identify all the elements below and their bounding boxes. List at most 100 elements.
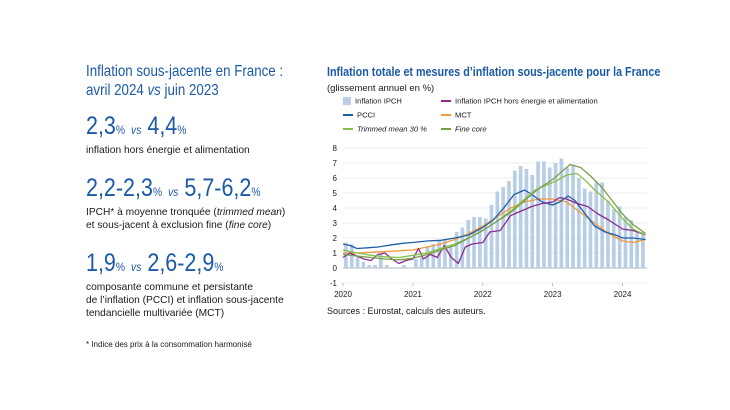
x-tick-label: 2023 <box>544 290 562 299</box>
heading-part-b: juin 2023 <box>160 82 219 99</box>
legend-item-fine-core: Fine core <box>441 124 487 134</box>
bar-ipch <box>582 188 587 268</box>
left-heading-line1: Inflation sous-jacente en France : <box>86 63 284 80</box>
kpi-2-l1em: trimmed mean <box>216 207 282 218</box>
line-trimmed-mean-30 <box>342 172 646 259</box>
line-series <box>342 163 646 265</box>
legend-swatch-trimmed <box>343 128 353 130</box>
y-tick-label: 0 <box>333 264 338 273</box>
kpi-1-pct2: % <box>177 123 187 137</box>
bar-ipch <box>396 268 401 269</box>
bar-ipch <box>518 166 523 268</box>
chart-plot: -1 0 1 2 3 4 5 6 7 8 2020 2021 2022 2023 2024 <box>330 144 647 299</box>
bar-ipch <box>565 167 570 268</box>
legend-label-trimmed: Trimmed mean 30 % <box>357 124 427 134</box>
kpi-1-v2: 4,4 <box>147 112 178 140</box>
kpi-3-text-line2: de l’inflation (PCCI) et inflation sous-… <box>86 295 284 306</box>
kpi-2-pct1: % <box>152 185 163 199</box>
kpi-3-v2: 2,6-2,9 <box>147 249 215 277</box>
legend-item-pcci: PCCI <box>343 110 375 120</box>
y-tick-label: 5 <box>333 189 338 198</box>
kpi-2-v1: 2,2-2,3 <box>86 174 153 202</box>
kpi-2-l1b: ) <box>281 207 286 218</box>
bar-ipch <box>413 259 418 268</box>
kpi-2-l2em: fine core <box>228 220 268 231</box>
chart-title: Inflation totale et mesures d’inflation … <box>327 65 661 79</box>
bar-ipch <box>547 167 552 268</box>
left-heading-line2: avril 2024 vs juin 2023 <box>86 81 282 100</box>
kpi-3-pct1: % <box>115 260 126 274</box>
legend-swatch-ipch <box>343 97 351 105</box>
legend-label-fine-core: Fine core <box>455 124 487 134</box>
bar-ipch <box>507 181 511 268</box>
bar-ipch <box>635 232 639 268</box>
bar-ipch <box>501 187 505 268</box>
heading-vs: vs <box>147 82 161 99</box>
legend-item-hors-energie: Inflation IPCH hors énergie et alimentat… <box>441 96 598 106</box>
kpi-1-values: 2,3% vs 4,4% <box>86 113 282 144</box>
line-pcci <box>342 189 646 250</box>
bar-ipch <box>600 182 604 268</box>
bar-ipch <box>530 175 535 268</box>
bar-ipch <box>419 256 424 268</box>
line-inflation-ipch-hors-nergie-et-alimentation <box>342 196 646 265</box>
bar-ipch <box>641 232 645 268</box>
legend-label-hors-energie: Inflation IPCH hors énergie et alimentat… <box>455 96 598 106</box>
legend-label-mct: MCT <box>455 110 472 120</box>
kpi-2-values: 2,2-2,3% vs 5,7-6,2% <box>86 175 282 206</box>
bar-ipch <box>443 239 447 268</box>
legend-swatch-fine-core <box>441 128 451 130</box>
bar-ipch <box>542 161 546 268</box>
kpi-2-text-line2: et sous-jacent à exclusion fine (fine co… <box>86 219 314 232</box>
kpi-2-vs: vs <box>168 185 179 199</box>
kpi-3-vs: vs <box>131 260 142 274</box>
kpi-2-l2b: ) <box>267 220 272 231</box>
bar-ipch <box>489 205 494 268</box>
y-tick-label: 6 <box>333 174 338 183</box>
kpi-3-text-line1: composante commune et persistante <box>86 282 254 293</box>
bar-ipch <box>629 220 634 268</box>
x-tick-label: 2022 <box>474 290 492 299</box>
bar-ipch <box>402 265 406 268</box>
kpi-2-pct2: % <box>251 185 261 199</box>
chart-source: Sources : Eurostat, calculs des auteurs. <box>327 306 486 316</box>
bar-ipch <box>524 169 529 268</box>
bar-ipch <box>454 232 459 268</box>
bar-ipch <box>355 256 360 268</box>
bar-ipch <box>408 268 412 269</box>
legend-swatch-hors-energie <box>441 100 451 102</box>
bar-ipch <box>571 164 575 268</box>
bar-ipch <box>390 268 395 269</box>
bar-ipch <box>623 217 628 268</box>
y-tick-label: 4 <box>333 204 338 213</box>
bar-ipch <box>611 209 616 268</box>
bar-ipch <box>373 265 377 268</box>
kpi-2-l1a: IPCH* à moyenne tronquée ( <box>86 207 217 218</box>
bar-ipch <box>512 170 517 268</box>
kpi-2-text-line1: IPCH* à moyenne tronquée (trimmed mean) <box>86 206 314 219</box>
kpi-3-values: 1,9% vs 2,6-2,9% <box>86 250 282 281</box>
bar-ipch <box>361 262 366 268</box>
y-tick-label: 2 <box>333 234 338 243</box>
chart-subtitle: (glissement annuel en %) <box>327 83 435 94</box>
kpi-3-text-line3: tendancielle multivariée (MCT) <box>86 308 225 319</box>
x-tick-label: 2020 <box>334 290 352 299</box>
legend-swatch-pcci <box>343 114 353 116</box>
kpi-block-1: 2,3% vs 4,4% inflation hors énergie et a… <box>86 113 314 157</box>
line-fine-core <box>342 163 646 261</box>
kpi-1-v1: 2,3 <box>86 112 116 140</box>
legend-item-mct: MCT <box>441 110 471 120</box>
bar-ipch <box>495 191 500 268</box>
bar-ipch <box>553 163 558 268</box>
bar-ipch <box>425 247 430 268</box>
kpi-1-text: inflation hors énergie et alimentation <box>86 145 250 156</box>
y-tick-label: -1 <box>330 279 338 288</box>
y-tick-label: 8 <box>333 144 338 153</box>
footnote: * Indice des prix à la consommation harm… <box>86 340 252 349</box>
kpi-block-3: 1,9% vs 2,6-2,9% composante commune et p… <box>86 250 314 320</box>
bar-series-ipch <box>344 158 645 269</box>
bar-ipch <box>588 191 593 268</box>
bar-ipch <box>472 217 476 268</box>
legend-swatch-mct <box>441 114 451 116</box>
bar-ipch <box>536 161 540 268</box>
